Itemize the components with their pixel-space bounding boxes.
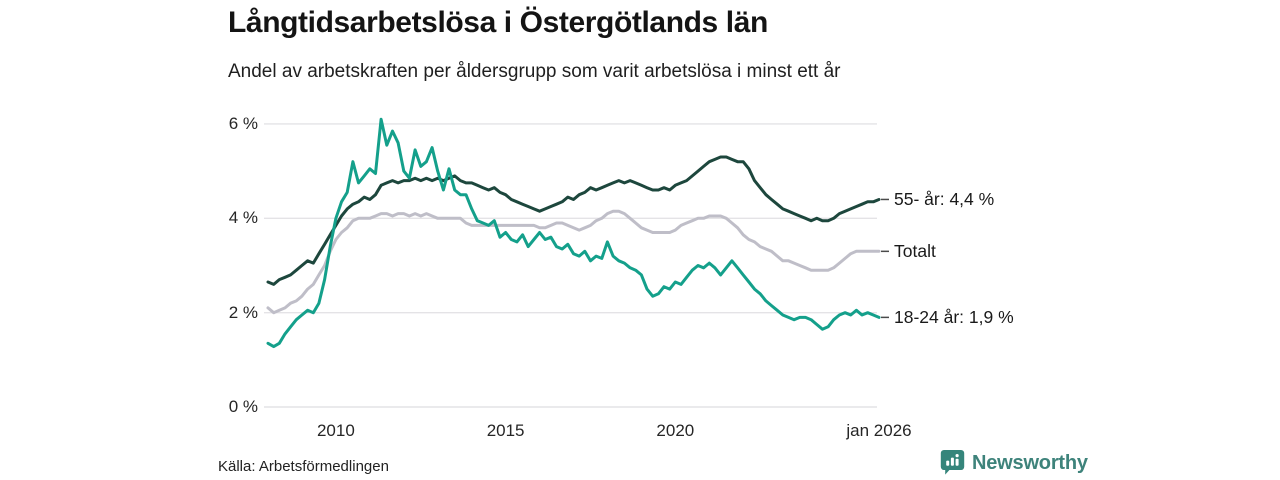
series-label-total: Totalt	[894, 241, 936, 262]
y-tick-label: 0 %	[228, 397, 258, 416]
x-tick-label: 2010	[316, 421, 355, 440]
chart-title: Långtidsarbetslösa i Östergötlands län	[228, 6, 768, 39]
series-label-55plus: 55- år: 4,4 %	[894, 189, 995, 210]
x-tick-label: 2020	[656, 421, 695, 440]
source-note: Källa: Arbetsförmedlingen	[218, 458, 389, 475]
newsworthy-icon	[940, 450, 965, 475]
y-tick-label: 6 %	[228, 113, 258, 133]
newsworthy-logo[interactable]: Newsworthy	[940, 449, 1088, 477]
y-tick-label: 4 %	[228, 208, 258, 228]
y-tick-label: 2 %	[228, 302, 258, 322]
x-tick-label: jan 2026	[846, 421, 912, 440]
newsworthy-wordmark: Newsworthy	[972, 452, 1088, 474]
series-label-18-24: 18-24 år: 1,9 %	[894, 307, 1014, 328]
x-tick-label: 2015	[486, 421, 525, 440]
chart-subtitle: Andel av arbetskraften per åldersgrupp s…	[228, 61, 841, 82]
